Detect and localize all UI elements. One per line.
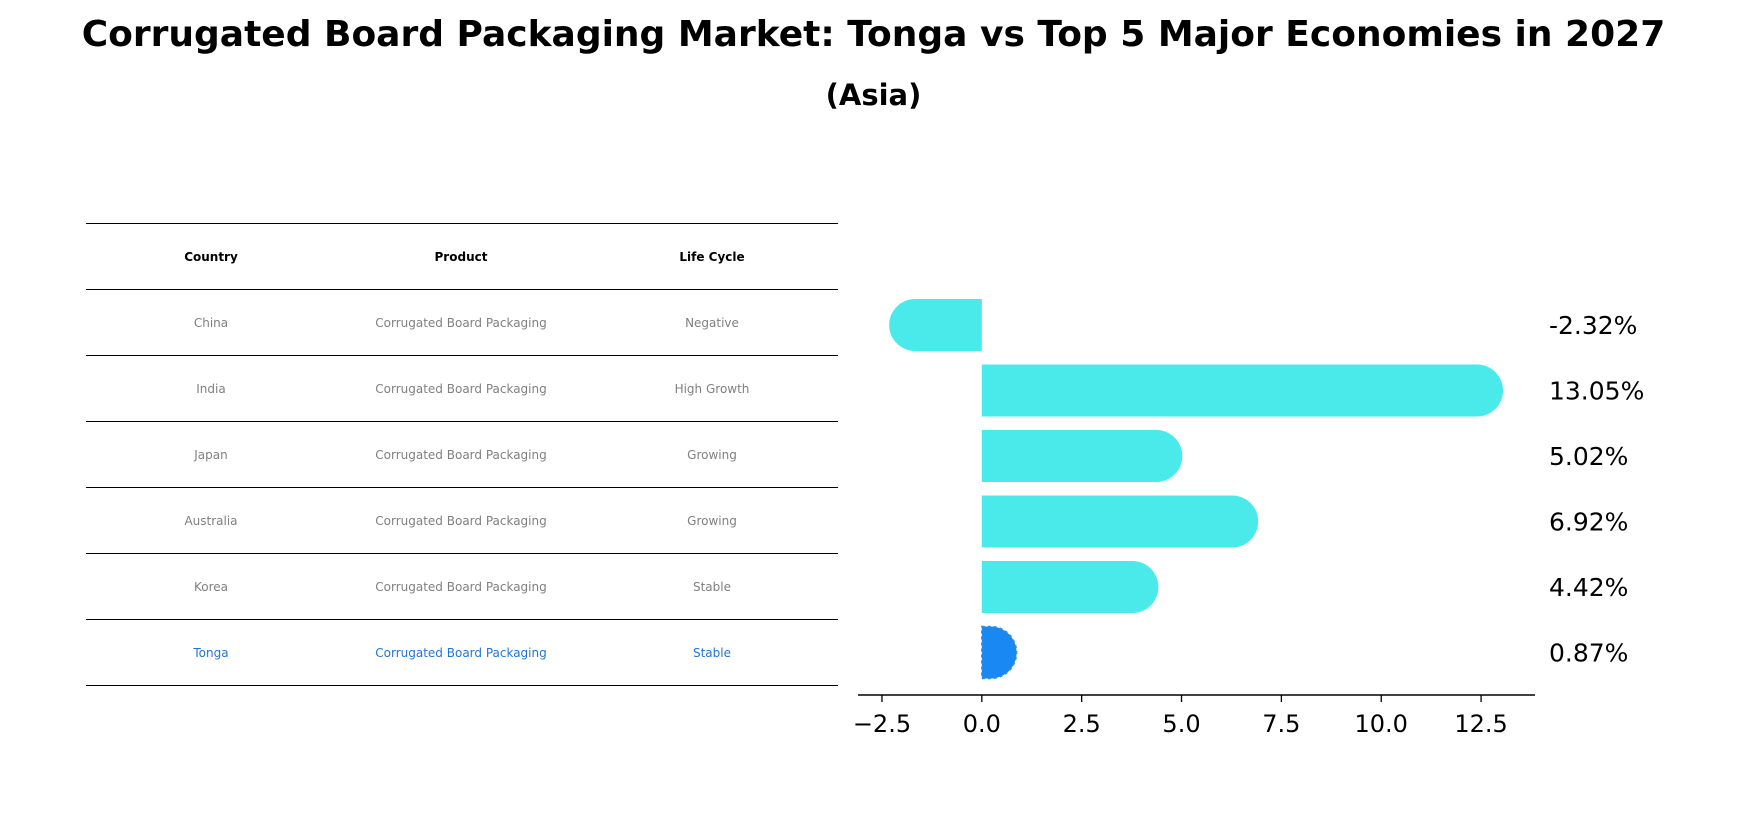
bar-korea: [981, 561, 1159, 613]
life-cycle-cell: Growing: [687, 447, 737, 462]
value-label-tonga: 0.87%: [1549, 639, 1628, 668]
value-label-korea: 4.42%: [1549, 573, 1628, 602]
life-cycle-cell: Stable: [692, 579, 731, 594]
x-tick-label: 10.0: [1355, 710, 1408, 738]
table-header-row: Country Product Life Cycle: [86, 223, 838, 289]
country-table: Country Product Life Cycle China Corruga…: [86, 223, 838, 686]
table-row: Australia Corrugated Board Packaging Gro…: [86, 487, 838, 553]
product-cell: Corrugated Board Packaging: [375, 579, 547, 594]
x-tick-label: 5.0: [1162, 710, 1200, 738]
header-product: Product: [434, 249, 488, 264]
bar-china: [889, 299, 982, 351]
table-row-highlight: Tonga Corrugated Board Packaging Stable: [86, 619, 838, 686]
country-cell: Australia: [184, 513, 238, 528]
table-row: Korea Corrugated Board Packaging Stable: [86, 553, 838, 619]
bar-tonga: [981, 625, 1018, 680]
country-cell: Tonga: [193, 645, 229, 660]
chart-subtitle: (Asia): [825, 78, 922, 112]
product-cell: Corrugated Board Packaging: [375, 315, 547, 330]
value-label-japan: 5.02%: [1549, 442, 1628, 471]
life-cycle-cell: Growing: [687, 513, 737, 528]
product-cell: Corrugated Board Packaging: [375, 645, 547, 660]
life-cycle-cell: High Growth: [674, 381, 750, 396]
product-cell: Corrugated Board Packaging: [375, 447, 547, 462]
table-row: China Corrugated Board Packaging Negativ…: [86, 289, 838, 355]
country-cell: China: [193, 315, 229, 330]
x-tick-label: 0.0: [963, 710, 1001, 738]
life-cycle-cell: Negative: [685, 315, 739, 330]
product-cell: Corrugated Board Packaging: [375, 513, 547, 528]
table-row: India Corrugated Board Packaging High Gr…: [86, 355, 838, 421]
header-life-cycle: Life Cycle: [679, 249, 745, 264]
bar-japan: [981, 430, 1183, 482]
life-cycle-cell: Stable: [692, 645, 731, 660]
table-row: Japan Corrugated Board Packaging Growing: [86, 421, 838, 487]
country-cell: Japan: [194, 447, 228, 462]
value-label-australia: 6.92%: [1549, 508, 1628, 537]
x-tick-label: −2.5: [853, 710, 911, 738]
product-cell: Corrugated Board Packaging: [375, 381, 547, 396]
header-country: Country: [184, 249, 238, 264]
bar-australia: [981, 495, 1259, 548]
x-tick-label: 2.5: [1063, 710, 1101, 738]
value-label-china: -2.32%: [1549, 311, 1637, 340]
value-label-india: 13.05%: [1549, 377, 1644, 406]
bar-india: [981, 364, 1504, 417]
chart-title: Corrugated Board Packaging Market: Tonga…: [81, 14, 1666, 55]
country-cell: Korea: [193, 579, 229, 594]
x-tick-label: 7.5: [1262, 710, 1300, 738]
country-cell: India: [196, 381, 226, 396]
x-tick-label: 12.5: [1454, 710, 1507, 738]
bar-chart: -2.32% 13.05% 5.02% 6.92% 4.42% 0.87% −2.5 0.0 2…: [853, 299, 1644, 738]
